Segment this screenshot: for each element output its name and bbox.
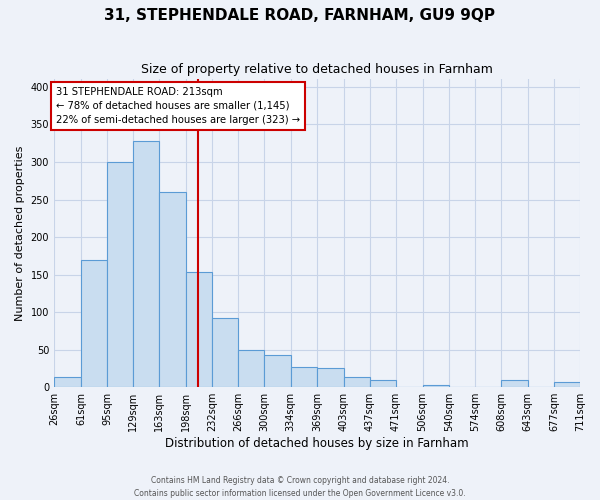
Text: 31 STEPHENDALE ROAD: 213sqm
← 78% of detached houses are smaller (1,145)
22% of : 31 STEPHENDALE ROAD: 213sqm ← 78% of det… (56, 87, 301, 125)
Bar (290, 367, 317, 387)
Bar (212, 318, 238, 387)
Bar (422, 385, 449, 387)
Bar (501, 380, 528, 387)
Bar (133, 141, 159, 387)
Bar (54, 376, 81, 387)
Bar (265, 355, 290, 387)
Title: Size of property relative to detached houses in Farnham: Size of property relative to detached ho… (141, 62, 493, 76)
Bar (107, 162, 133, 387)
Bar (554, 382, 580, 387)
Text: Contains HM Land Registry data © Crown copyright and database right 2024.
Contai: Contains HM Land Registry data © Crown c… (134, 476, 466, 498)
Bar (317, 368, 344, 387)
Bar (370, 380, 396, 387)
Bar (159, 192, 186, 387)
Text: 31, STEPHENDALE ROAD, FARNHAM, GU9 9QP: 31, STEPHENDALE ROAD, FARNHAM, GU9 9QP (104, 8, 496, 22)
Bar (81, 260, 107, 387)
Y-axis label: Number of detached properties: Number of detached properties (15, 146, 25, 321)
X-axis label: Distribution of detached houses by size in Farnham: Distribution of detached houses by size … (165, 437, 469, 450)
Bar (344, 378, 370, 387)
Bar (238, 350, 265, 387)
Bar (186, 272, 212, 387)
